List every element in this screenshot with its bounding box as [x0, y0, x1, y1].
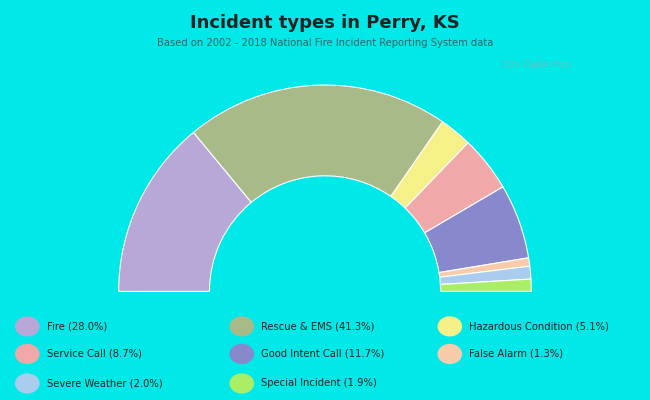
- Wedge shape: [440, 279, 531, 291]
- Text: Hazardous Condition (5.1%): Hazardous Condition (5.1%): [469, 322, 609, 331]
- Wedge shape: [439, 258, 530, 277]
- Ellipse shape: [15, 373, 40, 394]
- Text: Fire (28.0%): Fire (28.0%): [47, 322, 107, 331]
- Ellipse shape: [229, 316, 254, 336]
- Wedge shape: [391, 122, 468, 208]
- Text: Incident types in Perry, KS: Incident types in Perry, KS: [190, 14, 460, 32]
- Text: Severe Weather (2.0%): Severe Weather (2.0%): [47, 378, 162, 388]
- Text: Service Call (8.7%): Service Call (8.7%): [47, 349, 142, 359]
- Text: Special Incident (1.9%): Special Incident (1.9%): [261, 378, 377, 388]
- Ellipse shape: [15, 316, 40, 336]
- Text: Good Intent Call (11.7%): Good Intent Call (11.7%): [261, 349, 385, 359]
- Text: False Alarm (1.3%): False Alarm (1.3%): [469, 349, 564, 359]
- Wedge shape: [439, 266, 531, 284]
- Wedge shape: [424, 187, 528, 272]
- Ellipse shape: [229, 373, 254, 394]
- Ellipse shape: [437, 344, 462, 364]
- Text: Rescue & EMS (41.3%): Rescue & EMS (41.3%): [261, 322, 374, 331]
- Wedge shape: [194, 85, 443, 202]
- Text: Based on 2002 - 2018 National Fire Incident Reporting System data: Based on 2002 - 2018 National Fire Incid…: [157, 38, 493, 48]
- Ellipse shape: [15, 344, 40, 364]
- Ellipse shape: [229, 344, 254, 364]
- Text: City-Data.com: City-Data.com: [503, 60, 573, 70]
- Wedge shape: [119, 132, 252, 291]
- Wedge shape: [405, 143, 503, 233]
- Ellipse shape: [437, 316, 462, 336]
